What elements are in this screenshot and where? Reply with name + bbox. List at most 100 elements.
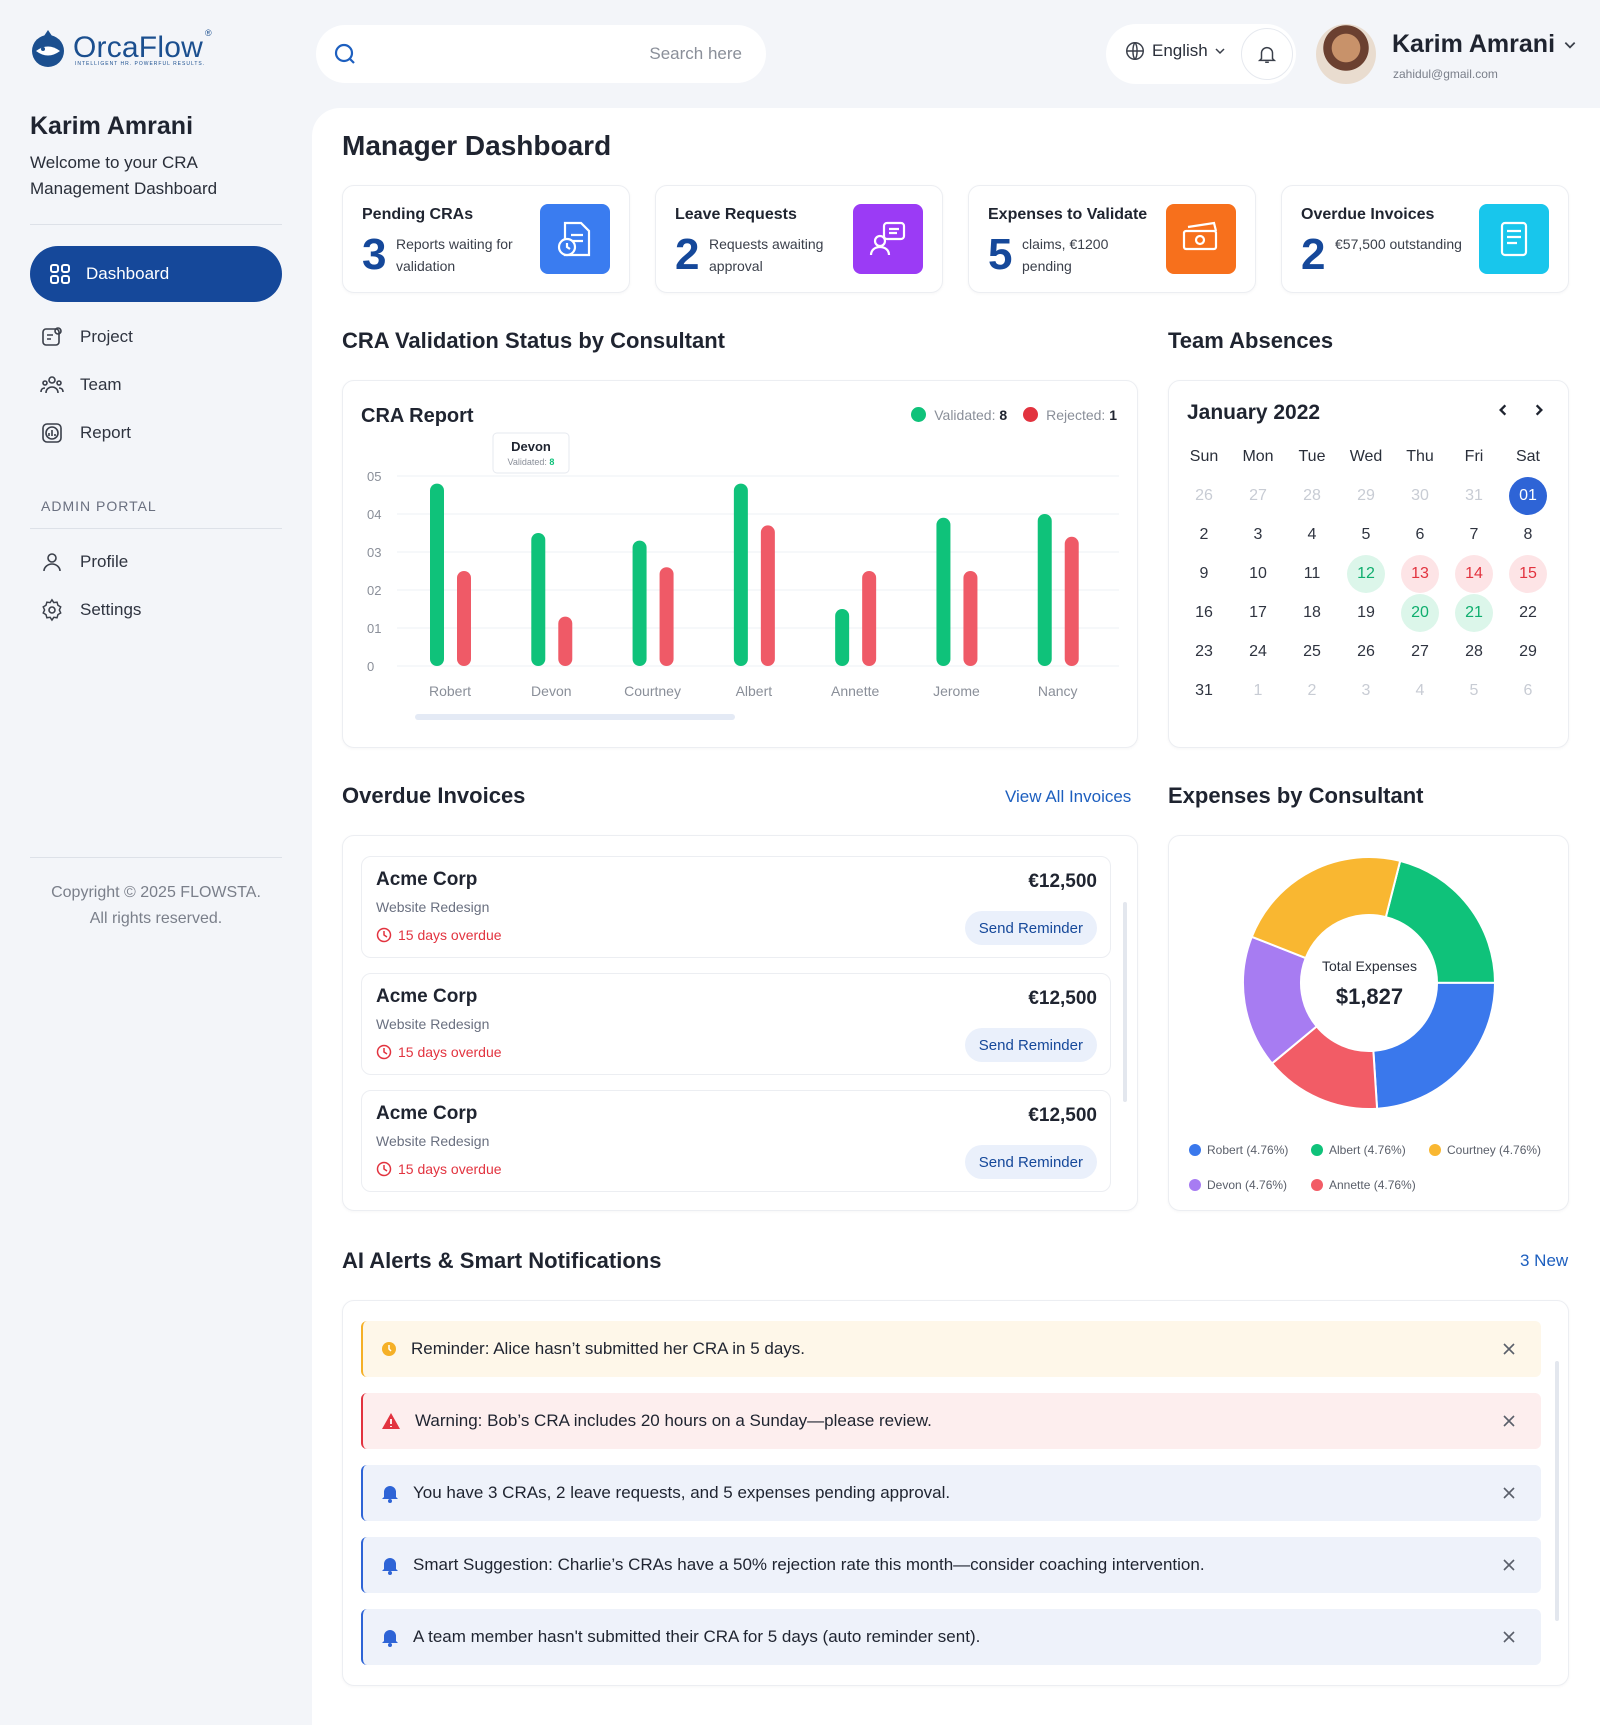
sidebar-item-project[interactable]: Project (40, 325, 133, 349)
header-user-menu[interactable]: Karim Amrani (1392, 30, 1577, 59)
sidebar-item-report[interactable]: Report (40, 421, 131, 445)
send-reminder-button[interactable]: Send Reminder (964, 1145, 1097, 1179)
x-tick-label: Devon (531, 683, 571, 699)
calendar-day[interactable]: 2 (1285, 671, 1339, 710)
calendar-day[interactable]: 27 (1231, 476, 1285, 515)
calendar-day[interactable]: 3 (1339, 671, 1393, 710)
calendar-day[interactable]: 15 (1501, 554, 1555, 593)
stat-value: 2 (1301, 230, 1326, 279)
calendar-day[interactable]: 8 (1501, 515, 1555, 554)
send-reminder-button[interactable]: Send Reminder (964, 911, 1097, 945)
calendar-day[interactable]: 30 (1393, 476, 1447, 515)
calendar-day[interactable]: 19 (1339, 593, 1393, 632)
send-reminder-button[interactable]: Send Reminder (964, 1028, 1097, 1062)
invoice-project: Website Redesign (376, 1016, 490, 1032)
calendar-day[interactable]: 26 (1177, 476, 1231, 515)
stat-card-leave-requests[interactable]: Leave Requests 2 Requests awaiting appro… (655, 185, 943, 293)
calendar-day[interactable]: 24 (1231, 632, 1285, 671)
calendar-day[interactable]: 11 (1285, 554, 1339, 593)
bar-validated (835, 609, 850, 666)
calendar-day[interactable]: 23 (1177, 632, 1231, 671)
new-alerts-link[interactable]: 3 New (1520, 1251, 1569, 1270)
calendar-day-number: 9 (1199, 564, 1209, 582)
invoice-company: Acme Corp (376, 986, 478, 1007)
scrollbar[interactable] (1555, 1361, 1559, 1621)
calendar-day[interactable]: 28 (1447, 632, 1501, 671)
alert-warning: Warning: Bob’s CRA includes 20 hours on … (361, 1393, 1541, 1449)
bar-rejected (963, 571, 978, 666)
calendar-day[interactable]: 27 (1393, 632, 1447, 671)
calendar-day-number: 1 (1253, 681, 1263, 699)
calendar-day[interactable]: 29 (1339, 476, 1393, 515)
sidebar-item-settings[interactable]: Settings (40, 598, 141, 622)
calendar-day[interactable]: 10 (1231, 554, 1285, 593)
close-icon[interactable] (1497, 1409, 1521, 1433)
sidebar-item-team[interactable]: Team (40, 373, 122, 397)
calendar-day-number: 26 (1357, 642, 1375, 660)
search-bar[interactable] (316, 25, 766, 83)
invoice-item[interactable]: Acme Corp Website Redesign 15 days overd… (361, 1090, 1111, 1192)
close-icon[interactable] (1497, 1625, 1521, 1649)
invoice-item[interactable]: Acme Corp Website Redesign 15 days overd… (361, 856, 1111, 958)
calendar-day[interactable]: 1 (1231, 671, 1285, 710)
sidebar-item-profile[interactable]: Profile (40, 550, 128, 574)
calendar-day[interactable]: 20 (1393, 593, 1447, 632)
calendar-day-number: 16 (1195, 603, 1213, 621)
x-tick-label: Jerome (933, 683, 980, 699)
view-all-invoices-link[interactable]: View All Invoices (1005, 787, 1132, 806)
avatar[interactable] (1316, 24, 1376, 84)
calendar-day[interactable]: 17 (1231, 593, 1285, 632)
calendar-day[interactable]: 5 (1339, 515, 1393, 554)
alert-auto-reminder: A team member hasn't submitted their CRA… (361, 1609, 1541, 1665)
legend-label: Annette (4.76%) (1329, 1178, 1416, 1192)
chevron-right-icon[interactable] (1532, 403, 1546, 417)
stat-description: claims, €1200 pending (1022, 236, 1109, 274)
header-user-email: zahidul@gmail.com (1393, 67, 1498, 81)
calendar-day[interactable]: 7 (1447, 515, 1501, 554)
close-icon[interactable] (1497, 1481, 1521, 1505)
calendar-day[interactable]: 31 (1177, 671, 1231, 710)
bar-validated (1037, 514, 1052, 666)
calendar-day[interactable]: 6 (1501, 671, 1555, 710)
close-icon[interactable] (1497, 1337, 1521, 1361)
calendar-day[interactable]: 14 (1447, 554, 1501, 593)
calendar-day[interactable]: 16 (1177, 593, 1231, 632)
search-input[interactable] (358, 44, 742, 64)
calendar-day-number: 29 (1519, 642, 1537, 660)
stat-card-overdue-invoices[interactable]: Overdue Invoices 2 €57,500 outstanding (1281, 185, 1569, 293)
calendar-day[interactable]: 29 (1501, 632, 1555, 671)
calendar-day[interactable]: 3 (1231, 515, 1285, 554)
calendar-day[interactable]: 25 (1285, 632, 1339, 671)
calendar-day[interactable]: 2 (1177, 515, 1231, 554)
calendar-day[interactable]: 4 (1285, 515, 1339, 554)
invoice-project: Website Redesign (376, 899, 490, 915)
chevron-left-icon[interactable] (1496, 403, 1510, 417)
calendar-day[interactable]: 4 (1393, 671, 1447, 710)
calendar-day[interactable]: 13 (1393, 554, 1447, 593)
language-selector[interactable]: English (1124, 40, 1226, 62)
sidebar-item-dashboard[interactable]: Dashboard (30, 246, 282, 302)
close-icon[interactable] (1497, 1553, 1521, 1577)
sidebar-divider (30, 857, 282, 858)
notification-button[interactable] (1241, 28, 1293, 80)
calendar-day[interactable]: 01 (1501, 476, 1555, 515)
brand-logo[interactable]: OrcaFlow ® INTELLIGENT HR. POWERFUL RESU… (29, 28, 212, 68)
calendar-day[interactable]: 26 (1339, 632, 1393, 671)
calendar-day[interactable]: 12 (1339, 554, 1393, 593)
calendar-day[interactable]: 22 (1501, 593, 1555, 632)
invoice-item[interactable]: Acme Corp Website Redesign 15 days overd… (361, 973, 1111, 1075)
calendar-day[interactable]: 18 (1285, 593, 1339, 632)
calendar-day-number: 6 (1523, 681, 1533, 699)
brand-tagline: INTELLIGENT HR. POWERFUL RESULTS. (75, 61, 206, 67)
calendar-day[interactable]: 28 (1285, 476, 1339, 515)
bar-rejected (457, 571, 471, 666)
calendar-day[interactable]: 21 (1447, 593, 1501, 632)
calendar-day[interactable]: 6 (1393, 515, 1447, 554)
calendar-day[interactable]: 5 (1447, 671, 1501, 710)
calendar-day[interactable]: 31 (1447, 476, 1501, 515)
calendar-day[interactable]: 9 (1177, 554, 1231, 593)
stat-card-pending-cras[interactable]: Pending CRAs 3 Reports waiting for valid… (342, 185, 630, 293)
stat-title: Expenses to Validate (988, 206, 1148, 223)
stat-card-expenses[interactable]: Expenses to Validate 5 claims, €1200 pen… (968, 185, 1256, 293)
scrollbar[interactable] (1123, 902, 1127, 1102)
